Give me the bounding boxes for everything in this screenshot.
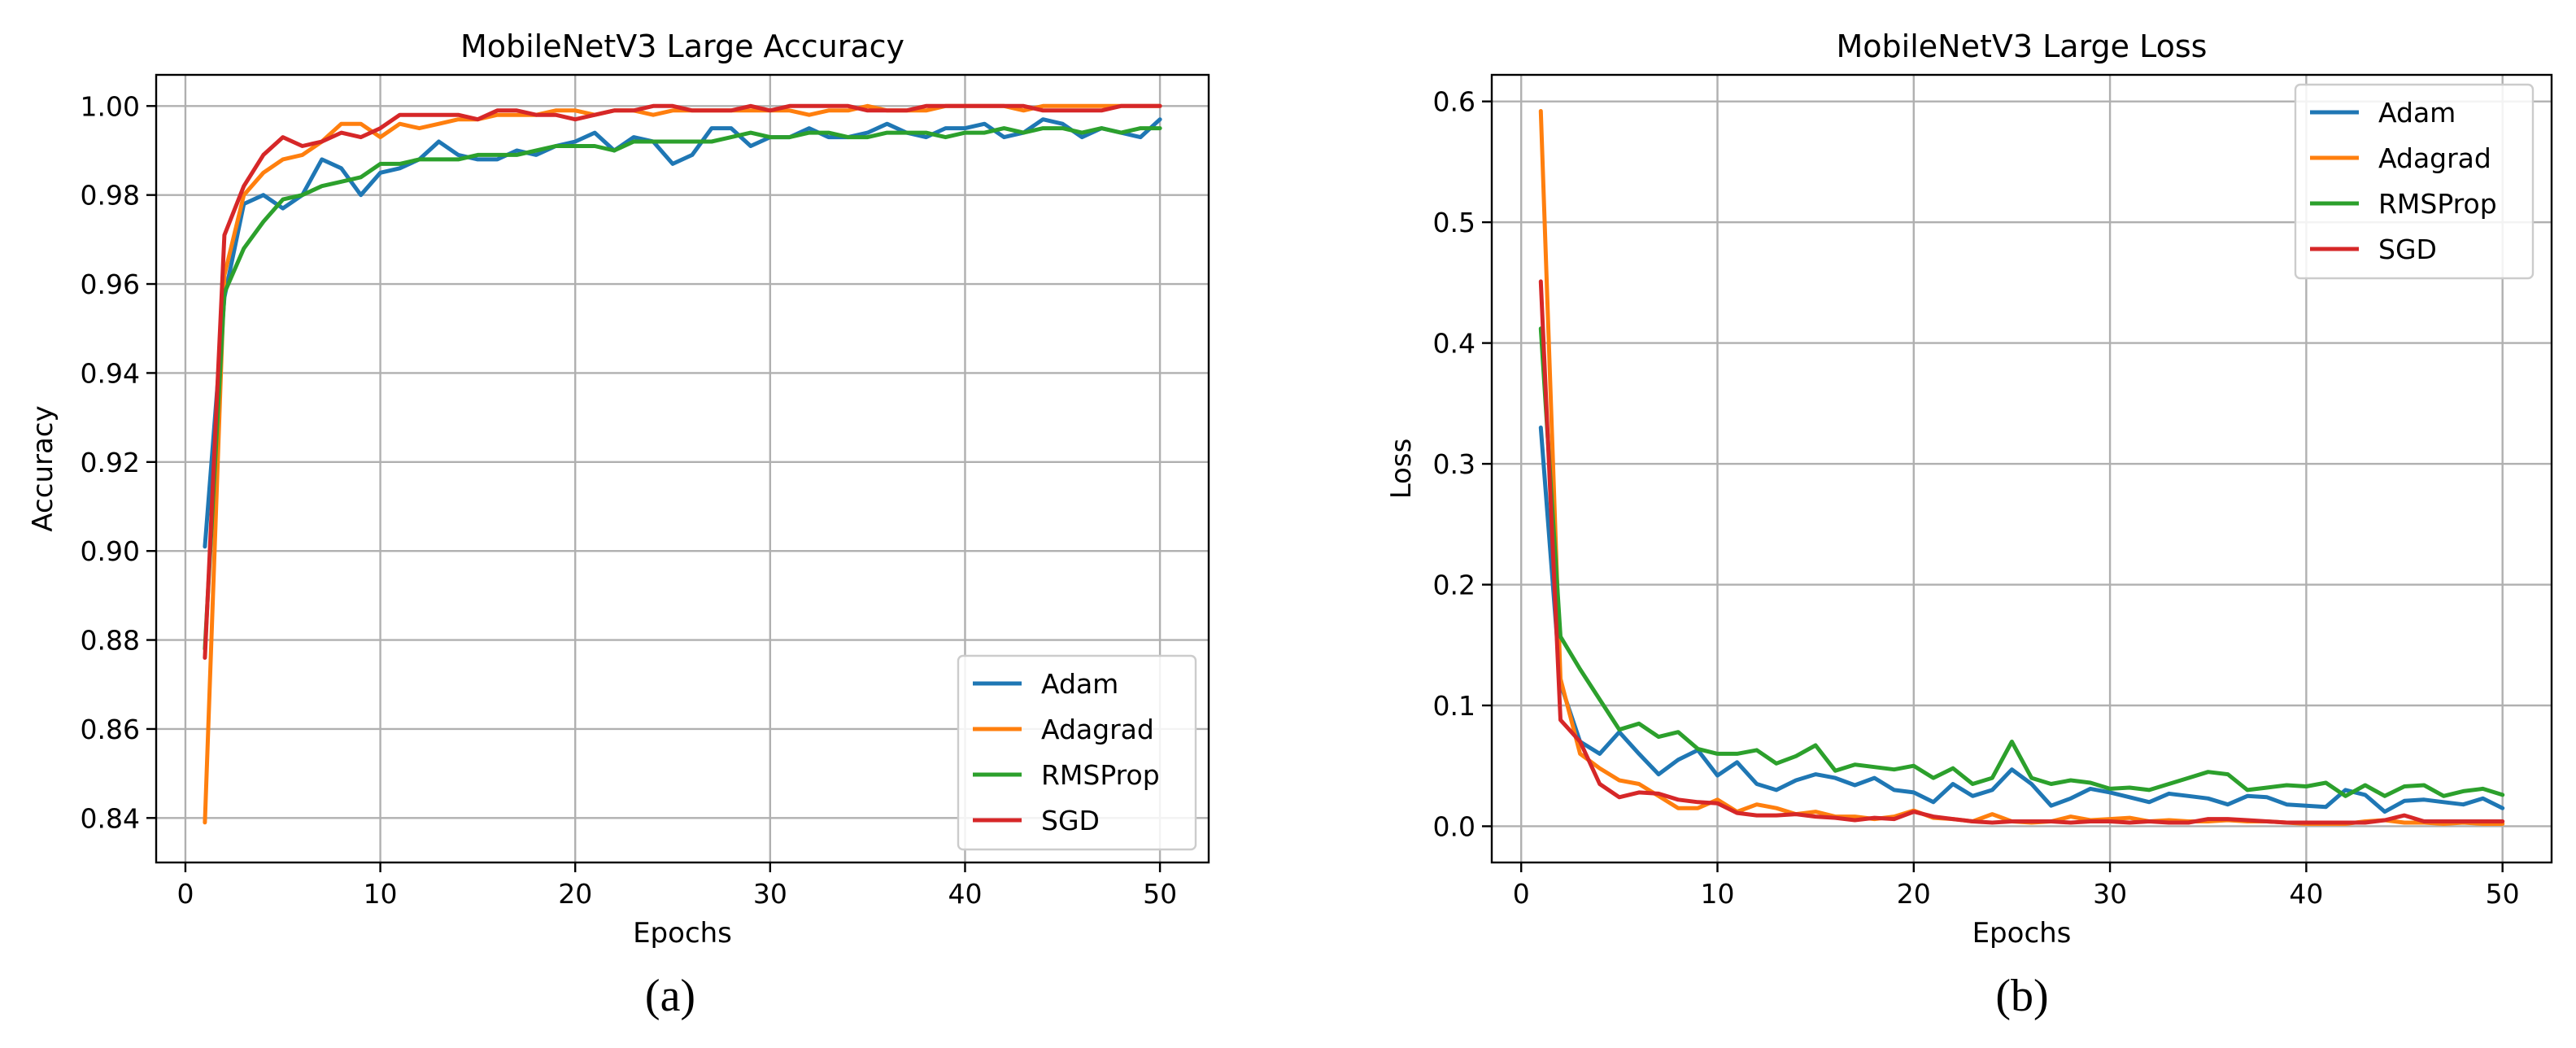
y-tick-label: 0.1 <box>1433 690 1475 722</box>
chart-title: MobileNetV3 Large Accuracy <box>460 28 904 64</box>
series-line-sgd <box>203 103 1162 660</box>
y-tick-label: 0.90 <box>81 535 140 567</box>
y-tick-label: 0.4 <box>1433 328 1475 360</box>
y-tick-label: 0.86 <box>81 714 140 745</box>
y-tick-label: 0.6 <box>1433 86 1475 118</box>
x-tick-label: 40 <box>2289 878 2323 910</box>
y-tick-label: 0.2 <box>1433 570 1475 601</box>
legend: Adam Adagrad RMSProp SGD <box>957 654 1197 851</box>
x-tick-label: 0 <box>1513 878 1530 910</box>
x-axis-label: Epochs <box>1972 917 2072 950</box>
x-tick-label: 50 <box>1143 878 1177 910</box>
x-tick-label: 30 <box>2093 878 2127 910</box>
legend-label-rmsprop: RMSProp <box>2378 188 2497 220</box>
series-line-rmsprop <box>203 126 1162 651</box>
y-axis-label: Accuracy <box>27 405 59 531</box>
legend-label-adagrad: Adagrad <box>1041 714 1154 745</box>
legend-label-adam: Adam <box>2378 97 2456 129</box>
caption-a: (a) <box>644 971 696 1021</box>
y-axis-label: Loss <box>1385 439 1418 500</box>
caption-b: (b) <box>1995 971 2049 1021</box>
y-tick-label: 0.92 <box>81 447 140 478</box>
legend-label-rmsprop: RMSProp <box>1041 759 1160 791</box>
chart-1: 0 10 20 30 40 50 0.84 0.86 0.88 0.90 0.92 0.94 0.96 0… <box>27 28 1210 950</box>
x-tick-label: 10 <box>364 878 398 910</box>
y-tick-label: 0.96 <box>81 269 140 300</box>
y-tick-label: 1.00 <box>81 90 140 122</box>
x-tick-label: 40 <box>948 878 982 910</box>
x-axis-label: Epochs <box>633 917 732 950</box>
axes-frame <box>1490 73 2553 864</box>
series-line-rmsprop <box>1538 326 2505 798</box>
x-tick-label: 10 <box>1700 878 1734 910</box>
y-tick-label: 0.3 <box>1433 448 1475 480</box>
legend-label-sgd: SGD <box>1041 805 1100 836</box>
legend-label-adam: Adam <box>1041 668 1118 700</box>
y-tick-label: 0.94 <box>81 357 140 389</box>
y-tick-label: 0.88 <box>81 625 140 657</box>
y-tick-label: 0.98 <box>81 180 140 212</box>
series-line-adam <box>203 117 1162 549</box>
series-line-sgd <box>1538 279 2505 825</box>
series-line-adam <box>1538 426 2505 814</box>
x-tick-label: 50 <box>2486 878 2520 910</box>
legend-box <box>957 654 1197 851</box>
chart-title: MobileNetV3 Large Loss <box>1837 28 2208 64</box>
legend-label-sgd: SGD <box>2378 234 2437 265</box>
legend: Adam Adagrad RMSProp SGD <box>2294 83 2535 280</box>
legend-box <box>2294 83 2535 280</box>
chart-2: 0 10 20 30 40 50 0.0 0.1 0.2 0.3 0.4 0.5 0.6 MobileNe… <box>1385 28 2553 950</box>
y-tick-label: 0.0 <box>1433 810 1475 842</box>
x-tick-label: 20 <box>1897 878 1931 910</box>
y-tick-label: 0.5 <box>1433 207 1475 238</box>
x-tick-label: 0 <box>177 878 194 910</box>
y-tick-label: 0.84 <box>81 802 140 834</box>
x-tick-label: 30 <box>753 878 787 910</box>
axes-frame <box>155 73 1210 864</box>
x-tick-label: 20 <box>558 878 592 910</box>
legend-label-adagrad: Adagrad <box>2378 142 2491 174</box>
